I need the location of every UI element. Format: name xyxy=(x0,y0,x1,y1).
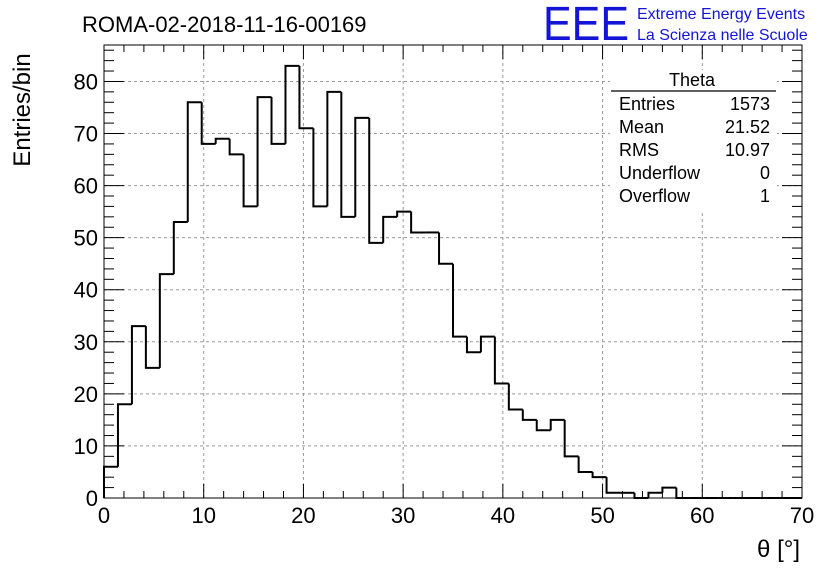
stats-value: 1 xyxy=(760,186,770,206)
axis-ticks xyxy=(103,45,803,499)
chart-title: ROMA-02-2018-11-16-00169 xyxy=(82,12,367,37)
y-tick-label: 70 xyxy=(74,122,98,147)
x-axis-title: θ [°] xyxy=(757,536,800,563)
histogram-bin xyxy=(312,128,328,208)
histogram-bin xyxy=(563,419,579,458)
histogram-bin xyxy=(256,96,272,207)
histogram-bin xyxy=(144,326,160,369)
histogram-bin xyxy=(172,221,188,275)
histogram-bin xyxy=(326,90,342,207)
x-tick-label: 30 xyxy=(391,503,415,528)
histogram-bin xyxy=(647,491,663,498)
histogram-bin xyxy=(186,101,202,223)
stats-value: 21.52 xyxy=(725,117,770,137)
logo-line1: Extreme Energy Events xyxy=(637,6,805,23)
histogram-bin xyxy=(410,211,426,234)
x-tick-label: 20 xyxy=(291,503,315,528)
histogram-bin xyxy=(438,232,453,265)
histogram-bin xyxy=(479,335,495,353)
histogram-bin xyxy=(633,492,649,499)
x-tick-label: 70 xyxy=(790,503,814,528)
histogram-bin xyxy=(270,97,286,145)
histogram-bin xyxy=(284,64,300,144)
x-tick-label: 50 xyxy=(590,503,614,528)
histogram-bin xyxy=(158,273,174,368)
stats-box-background xyxy=(610,70,777,212)
histogram-bin xyxy=(591,471,607,479)
histogram-bin xyxy=(214,137,230,144)
x-tick-label: 60 xyxy=(690,503,714,528)
plot-frame xyxy=(103,44,803,499)
y-tick-label: 30 xyxy=(74,330,98,355)
histogram-bin xyxy=(605,477,621,494)
stats-label: RMS xyxy=(619,140,659,160)
y-tick-labels: 0 10 20 30 40 50 60 70 80 xyxy=(74,69,98,511)
stats-value: 10.97 xyxy=(725,140,770,160)
histogram-bin xyxy=(354,116,370,217)
stats-box: Theta Entries 1573 Mean 21.52 RMS 10.97 Underf… xyxy=(610,70,777,212)
y-tick-label: 80 xyxy=(74,69,98,94)
histogram-bin xyxy=(577,456,593,473)
stats-label: Underflow xyxy=(619,163,701,183)
y-tick-label: 20 xyxy=(74,382,98,407)
x-tick-labels: 0 10 20 30 40 50 60 70 xyxy=(98,503,814,528)
histogram-bin xyxy=(200,102,216,145)
y-tick-label: 0 xyxy=(86,486,98,511)
x-tick-label: 40 xyxy=(491,503,515,528)
histogram-bin xyxy=(675,487,691,499)
eee-logo: EEE Extreme Energy Events La Scienza nel… xyxy=(543,0,808,51)
stats-value: 1573 xyxy=(730,94,770,114)
logo-line2: La Scienza nelle Scuole xyxy=(637,27,808,44)
x-tick-label: 0 xyxy=(98,503,110,528)
stats-label: Mean xyxy=(619,117,664,137)
histogram-bin xyxy=(116,403,132,467)
histogram-bin xyxy=(535,419,551,432)
y-tick-label: 40 xyxy=(74,278,98,303)
histogram-bin xyxy=(661,486,677,493)
histogram-bin xyxy=(130,325,146,405)
histogram-bin xyxy=(103,465,118,498)
histogram-bin xyxy=(242,154,258,208)
y-tick-label: 60 xyxy=(74,174,98,199)
stats-label: Overflow xyxy=(619,186,691,206)
stats-box-title: Theta xyxy=(669,70,716,90)
y-tick-label: 50 xyxy=(74,226,98,251)
histogram-bin xyxy=(382,215,398,243)
histogram-bin xyxy=(465,336,481,354)
histogram-bin xyxy=(298,65,314,130)
y-axis-title: Entries/bin xyxy=(9,53,36,166)
histogram-bin xyxy=(368,117,384,244)
histogram-bin xyxy=(549,418,565,431)
stats-value: 0 xyxy=(760,163,770,183)
stats-rows: Entries 1573 Mean 21.52 RMS 10.97 Underflow 0 Ov… xyxy=(619,94,770,206)
histogram-bin xyxy=(521,409,537,421)
histogram-bin xyxy=(493,336,509,385)
histogram-bin xyxy=(228,138,244,156)
x-tick-label: 10 xyxy=(191,503,215,528)
histogram-bin xyxy=(507,383,523,411)
stats-label: Entries xyxy=(619,94,675,114)
y-tick-label: 10 xyxy=(74,434,98,459)
histogram-bin xyxy=(396,210,412,217)
histogram-bin xyxy=(452,263,467,338)
histogram-bin xyxy=(340,91,356,218)
logo-mark: EEE xyxy=(543,0,629,51)
